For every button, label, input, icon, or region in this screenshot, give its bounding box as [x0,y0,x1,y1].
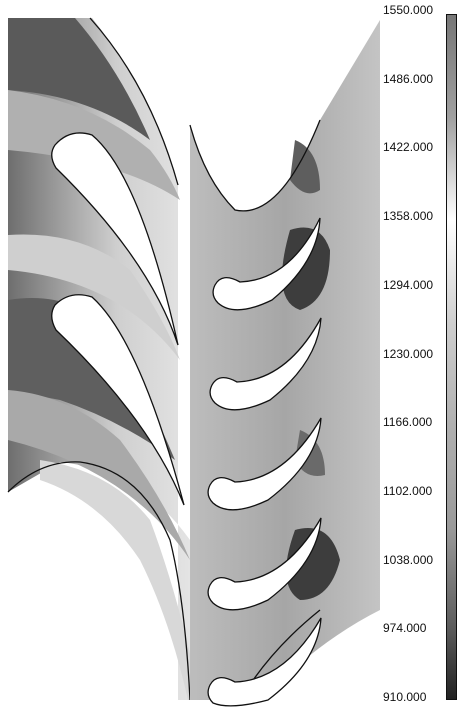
colorbar-tick-label: 974.000 [383,621,427,636]
stator-blade [51,132,179,346]
colorbar-tick-label: 1294.000 [383,277,434,292]
stator-blades [51,132,185,506]
colorbar-tick-label: 910.000 [383,690,427,704]
rotor-blades [207,217,322,707]
rotor-blade [207,517,322,611]
rotor-blade [212,217,321,311]
rotor-blade [207,617,322,707]
rotor-blade [207,417,322,511]
colorbar-tick-label: 1230.000 [383,346,434,361]
colorbar-tick-label: 1486.000 [383,71,434,86]
colorbar [446,14,457,700]
colorbar-tick-label: 1038.000 [383,552,434,567]
rotor-blade [209,317,322,411]
rotor-domain [189,20,380,701]
colorbar-tick-label: 1166.000 [383,415,433,430]
colorbar-tick-label: 1550.000 [383,3,434,17]
colorbar-tick-label: 1358.000 [383,209,434,224]
colorbar-tick-label: 1102.000 [383,483,433,498]
stator-blade [51,294,185,506]
colorbar-tick-label: 1422.000 [383,140,434,155]
